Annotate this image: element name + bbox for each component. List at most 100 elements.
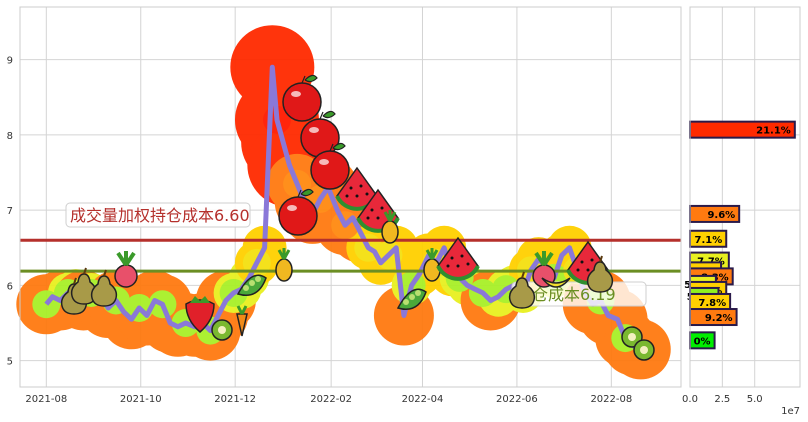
pineapple-body [275,258,293,282]
melon-seed [376,216,380,220]
radish-icon [114,251,138,288]
melon-seed [355,194,359,198]
side-x-tick-label: 0.0 [682,394,698,405]
kiwi-core [628,333,636,341]
pear-body [90,275,118,307]
melon-seed [590,258,594,262]
pea [409,294,415,300]
melon-seed [456,264,460,268]
melon-seed [450,256,454,260]
melon-rind [436,265,480,281]
fruit-icons [60,74,655,361]
pineapple-icon [275,248,293,282]
banana-body [541,277,571,288]
y-tick-label: 9 [7,56,13,67]
side-frame [689,6,801,388]
volume-bars: 21.1%9.6%7.1%7.7%6.0%8.3%5.1%7.0%5.7%7.8… [684,120,796,350]
y-tick-label: 5 [7,357,13,368]
pea [249,280,255,286]
melon-seed [345,194,349,198]
apple-body [278,196,318,236]
pineapple-icon [423,248,441,282]
pear-stem [521,271,525,279]
pineapple-body [381,220,399,244]
pineapple-crown [277,248,291,260]
pear-icon [586,255,614,293]
x-tick-label: 2022-08 [590,394,632,405]
kiwi-core [218,326,226,334]
apple-body [310,150,350,190]
vwap-cost-label: 成交量加权持仓成本6.60 [70,206,250,225]
volume-pct-label: 7.8% [698,298,726,309]
pear-body [508,277,536,309]
pea [255,276,261,282]
melon-seed [580,260,584,264]
pea [403,299,409,305]
pear-icon [90,269,118,307]
apple-icon [310,142,350,190]
side-x-tick-label: 5.0 [747,394,763,405]
apple-body [282,82,322,122]
pear-stem [83,267,87,275]
pineapple-body [423,258,441,282]
side-x-tick-label: 2.5 [714,394,730,405]
melon-seed [359,184,363,188]
pear-stem [73,277,77,285]
melon-seed [576,268,580,272]
apple-leaf [329,142,346,152]
banana-icon [541,277,571,288]
apple-shine [319,159,329,165]
annotation-box [65,202,251,228]
volume-pct-label: 7.1% [695,235,723,246]
melon-seed [460,254,464,258]
melon-seed [380,206,384,210]
volume-pct-label: 9.6% [707,210,735,221]
radish-body [114,264,138,288]
side-grid [689,7,800,387]
apple-shine [291,91,301,97]
melon-seed [446,264,450,268]
peas-icon [236,274,267,296]
volume-pct-label: 21.1% [756,126,791,137]
pineapple-crown [383,210,397,222]
radish-leaves [534,251,554,267]
pear-icon [508,271,536,309]
vwap-cost-annotation: 成交量加权持仓成本6.60 [65,202,251,228]
x-tick-label: 2022-02 [310,394,352,405]
apple-shine [309,127,319,133]
pineapple-icon [381,210,399,244]
apple-shine [287,205,297,211]
melon-seed [349,186,353,190]
strawberry-leaves [190,296,210,303]
strawberry-body [185,299,215,333]
kiwi-icon [211,319,233,341]
pear-stem [103,269,107,277]
melon-seed [586,268,590,272]
melon-seed [366,216,370,220]
main-frame [19,6,682,388]
x-tick-label: 2021-10 [120,394,162,405]
apple-leaf [301,74,318,84]
melon-seed [370,208,374,212]
strawberry-icon [185,296,215,333]
side-scale-label: 1e7 [781,406,800,417]
radish-icon [532,251,556,288]
volume-pct-label: 9.2% [705,313,733,324]
apple-icon [278,188,318,236]
carrot-leaves [236,305,248,315]
apple-leaf [297,188,314,198]
melon-seed [365,192,369,196]
pineapple-crown [425,248,439,260]
pear-stem [599,255,603,263]
apple-leaf [319,110,336,120]
x-tick-label: 2022-06 [496,394,538,405]
volume-pct-label: 0% [694,336,711,347]
pea [243,285,249,291]
x-tick-label: 2021-08 [25,394,67,405]
peas-icon [396,288,427,310]
pear-body [586,261,614,293]
y-tick-label: 8 [7,131,13,142]
kiwi-icon [633,339,655,361]
